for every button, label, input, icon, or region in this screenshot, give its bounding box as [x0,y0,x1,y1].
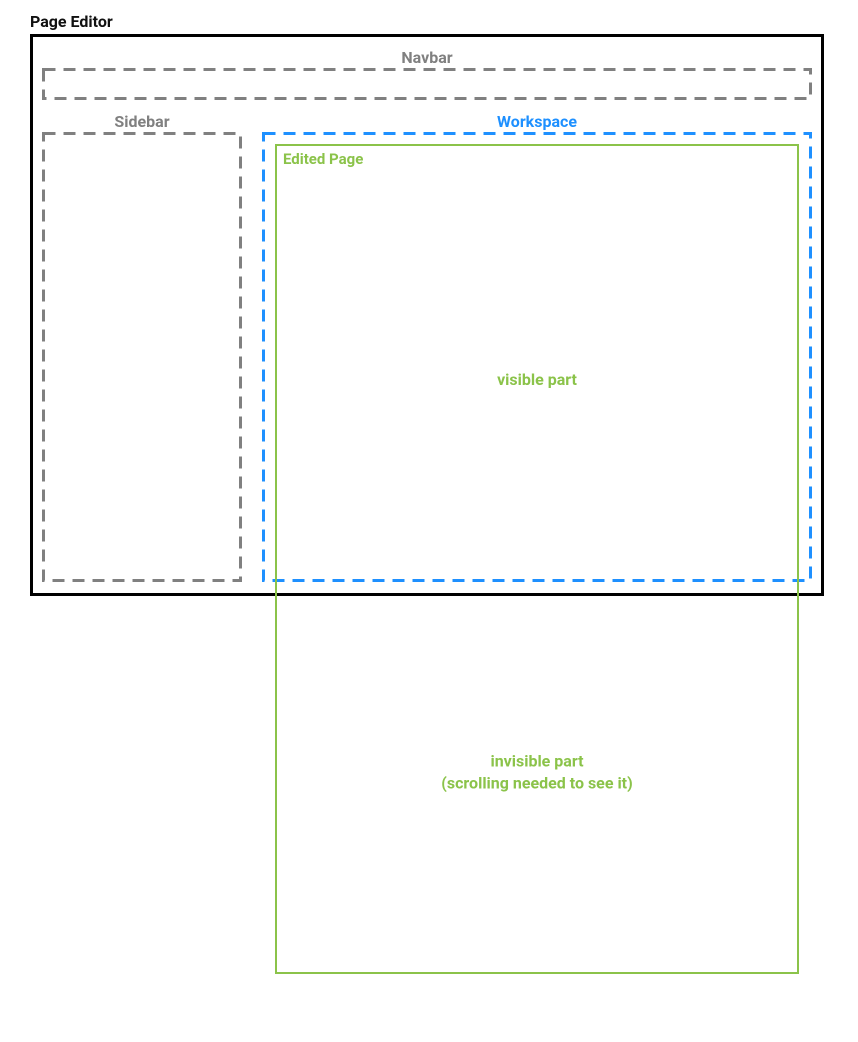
invisible-part-text: invisible part (scrolling needed to see … [441,750,632,793]
workspace-label: Workspace [497,112,577,131]
sidebar-box [42,132,242,582]
edited-page-label: Edited Page [283,150,363,168]
invisible-part-line1: invisible part [490,751,583,770]
page-editor-title: Page Editor [30,12,113,31]
visible-part-text: visible part [497,369,577,391]
navbar-box [42,68,812,100]
diagram-canvas: Page Editor Navbar Sidebar Workspace Edi… [0,0,858,1042]
sidebar-label: Sidebar [114,112,169,131]
edited-page-box [275,144,799,974]
navbar-label: Navbar [401,48,452,67]
invisible-part-line2: (scrolling needed to see it) [441,773,632,792]
